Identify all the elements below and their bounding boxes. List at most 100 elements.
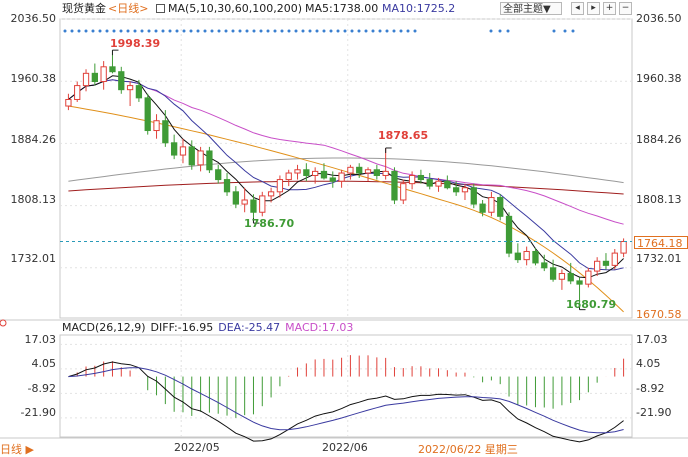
event-marker xyxy=(392,29,396,33)
event-marker xyxy=(217,29,221,33)
ma5-line xyxy=(68,75,624,279)
candle-body xyxy=(497,197,504,217)
candle-body xyxy=(611,252,618,266)
y-label-left: 1732.01 xyxy=(10,252,57,265)
event-marker xyxy=(350,29,354,33)
zoom-out-icon[interactable]: − xyxy=(619,2,632,15)
event-marker xyxy=(182,29,186,33)
candle-body xyxy=(171,142,178,156)
event-marker xyxy=(378,29,382,33)
ma-label: MA(5,10,30,60,100,200) xyxy=(168,2,303,15)
candle-body xyxy=(549,267,557,280)
candle-body xyxy=(567,273,574,282)
event-marker xyxy=(238,29,242,33)
high-annotation: 1998.39 xyxy=(110,37,161,50)
candle-body xyxy=(470,187,477,205)
candle-body xyxy=(276,179,284,193)
event-marker xyxy=(371,29,375,33)
candle-body xyxy=(241,199,248,205)
candle-body xyxy=(514,252,521,261)
candle-body xyxy=(100,66,107,83)
candle-body xyxy=(82,72,90,87)
y-label-left: 2036.50 xyxy=(10,12,57,25)
candle-body xyxy=(523,250,530,261)
crosshair-marker-icon xyxy=(0,319,7,327)
candle-body xyxy=(364,169,372,174)
candle-body xyxy=(118,71,125,91)
event-marker xyxy=(357,29,361,33)
candle-body xyxy=(400,183,407,201)
crosshair-date: 2022/06/22 星期三 xyxy=(418,443,518,456)
candle-body xyxy=(250,199,257,213)
candle-body xyxy=(232,191,239,205)
low-annotation: 1680.79 xyxy=(566,298,617,311)
event-marker xyxy=(245,29,249,33)
event-marker xyxy=(413,29,417,33)
event-marker xyxy=(210,29,214,33)
candle-body xyxy=(435,180,442,187)
move-left-icon[interactable]: ◂ xyxy=(571,2,584,15)
macd-value: MACD:17.03 xyxy=(285,321,354,334)
candle-body xyxy=(285,172,292,181)
candle-body xyxy=(74,85,81,100)
candle-body xyxy=(479,203,486,213)
event-marker xyxy=(161,29,165,33)
y-label-right-min: 1670.58 xyxy=(636,308,682,321)
period-selector[interactable]: <日线> xyxy=(108,2,149,15)
theme-dropdown-button[interactable]: 全部主题▼ xyxy=(500,2,562,15)
candle-body xyxy=(197,150,204,166)
main-plot-frame xyxy=(59,18,633,319)
candle-body xyxy=(153,120,160,132)
candle-body xyxy=(391,170,398,201)
macd-y-label-left: -8.92 xyxy=(27,382,56,395)
event-marker xyxy=(287,29,291,33)
candle-body xyxy=(453,187,460,193)
event-marker xyxy=(329,29,333,33)
candle-body xyxy=(417,174,425,181)
candle-body xyxy=(259,195,266,213)
event-marker xyxy=(252,29,256,33)
event-marker xyxy=(168,29,172,33)
event-marker xyxy=(91,29,95,33)
event-marker xyxy=(77,29,81,33)
event-marker xyxy=(406,29,410,33)
event-marker xyxy=(563,29,567,33)
candle-body xyxy=(356,166,363,174)
candle-body xyxy=(620,241,627,254)
event-marker xyxy=(154,29,158,33)
y-label-left: 1884.26 xyxy=(10,133,57,146)
event-marker xyxy=(189,29,193,33)
candle-body xyxy=(215,169,222,181)
candle-body xyxy=(382,170,389,176)
macd-plot-frame xyxy=(59,334,633,438)
ma30-line xyxy=(68,79,624,225)
macd-y-label-left: 17.03 xyxy=(24,333,57,346)
event-marker xyxy=(98,29,102,33)
candle-body xyxy=(135,85,143,99)
macd-diff: DIFF:-16.95 xyxy=(150,321,214,334)
macd-header: MACD(26,12,9) DIFF:-16.95 DEA:-25.47 MACD:1… xyxy=(62,321,358,334)
event-marker xyxy=(266,29,270,33)
ma-settings-icon[interactable] xyxy=(156,4,165,13)
ma200-line xyxy=(68,157,624,184)
y-label-left: 1808.13 xyxy=(10,193,57,206)
low-annotation: 1786.70 xyxy=(244,217,295,230)
candle-body xyxy=(312,170,319,176)
candle-body xyxy=(594,260,601,272)
zoom-in-icon[interactable]: + xyxy=(603,2,616,15)
event-marker xyxy=(506,29,510,33)
event-marker xyxy=(231,29,235,33)
move-right-icon[interactable]: ▸ xyxy=(587,2,600,15)
event-marker xyxy=(301,29,305,33)
event-marker xyxy=(399,29,403,33)
ma10-line xyxy=(68,79,624,271)
event-marker xyxy=(364,29,368,33)
event-marker xyxy=(70,29,74,33)
candle-body xyxy=(91,72,98,83)
period-button[interactable]: 日线 ▶ xyxy=(0,443,34,456)
event-marker xyxy=(147,29,151,33)
event-marker xyxy=(133,29,137,33)
macd-name: MACD(26,12,9) xyxy=(62,321,146,334)
candle-body xyxy=(585,270,592,285)
